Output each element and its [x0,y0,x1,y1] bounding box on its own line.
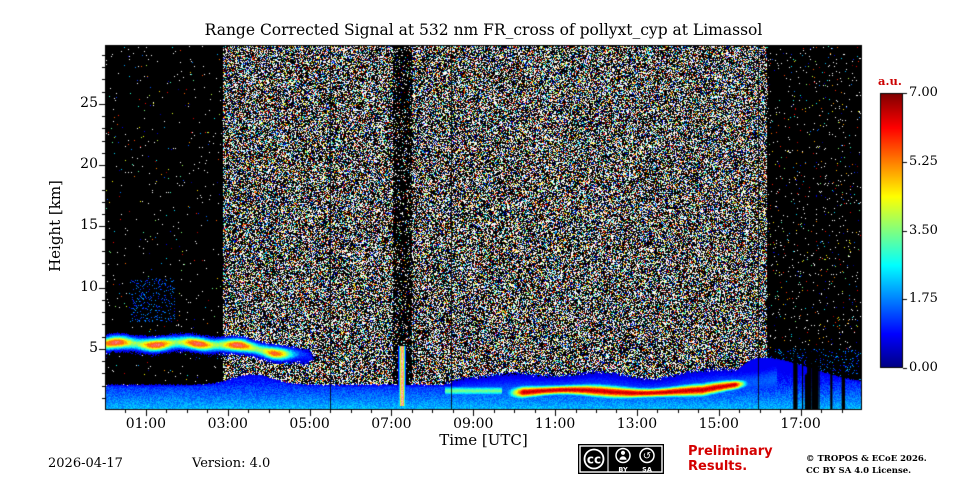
x-tick-label: 05:00 [289,416,330,432]
badge-border [579,445,663,473]
x-tick-label: 07:00 [371,416,412,432]
colorbar-tick-label: 3.50 [909,222,938,238]
cc-logo-text: cc [587,453,601,467]
chart-title: Range Corrected Signal at 532 nm FR_cros… [204,21,763,39]
version-label: Version: 4.0 [192,456,271,471]
y-tick-label: 25 [80,94,98,111]
sa-label: SA [642,466,652,474]
cc-by-sa-badge: cc BY ↺ SA [578,444,664,474]
x-tick-label: 01:00 [125,416,167,432]
colorbar-tick-label: 0.00 [909,360,938,375]
by-person-body [619,456,627,460]
x-tick-label: 17:00 [780,416,821,432]
y-tick-label: 15 [80,217,98,234]
x-tick-label: 03:00 [207,416,248,432]
colorbar-unit-label: a.u. [878,74,902,88]
sa-arrow-icon: ↺ [643,451,651,462]
y-tick-label: 10 [80,278,98,295]
x-tick-label: 09:00 [453,416,494,432]
y-tick-label: 20 [80,156,98,173]
x-tick-label: 15:00 [698,416,739,432]
x-tick-label: 13:00 [616,416,658,432]
by-person-icon [615,447,631,464]
by-person-head [620,450,626,455]
by-label: BY [618,466,628,474]
preliminary-note: Preliminary Results. [688,444,773,474]
y-tick-label: 5 [89,339,98,356]
colorbar-tick-label: 7.00 [909,85,938,100]
colorbar-tick-label: 1.75 [909,291,938,307]
x-tick-label: 11:00 [534,416,576,432]
copyright-line2: CC BY SA 4.0 License. [806,466,912,477]
copyright-note: © TROPOS & ECoE 2026. CC BY SA 4.0 Licen… [806,453,927,478]
sa-circle-icon [639,447,655,464]
cc-logo-icon [583,448,605,470]
colorbar-tick-label: 5.25 [909,153,938,169]
x-axis-label: Time [UTC] [439,431,528,449]
copyright-line1: © TROPOS & ECoE 2026. [806,454,927,464]
measurement-date: 2026-04-17 [48,456,123,471]
